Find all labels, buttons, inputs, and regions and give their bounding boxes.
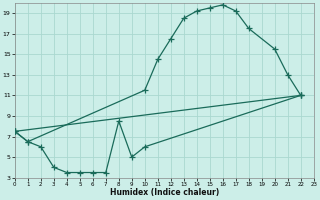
X-axis label: Humidex (Indice chaleur): Humidex (Indice chaleur): [110, 188, 219, 197]
